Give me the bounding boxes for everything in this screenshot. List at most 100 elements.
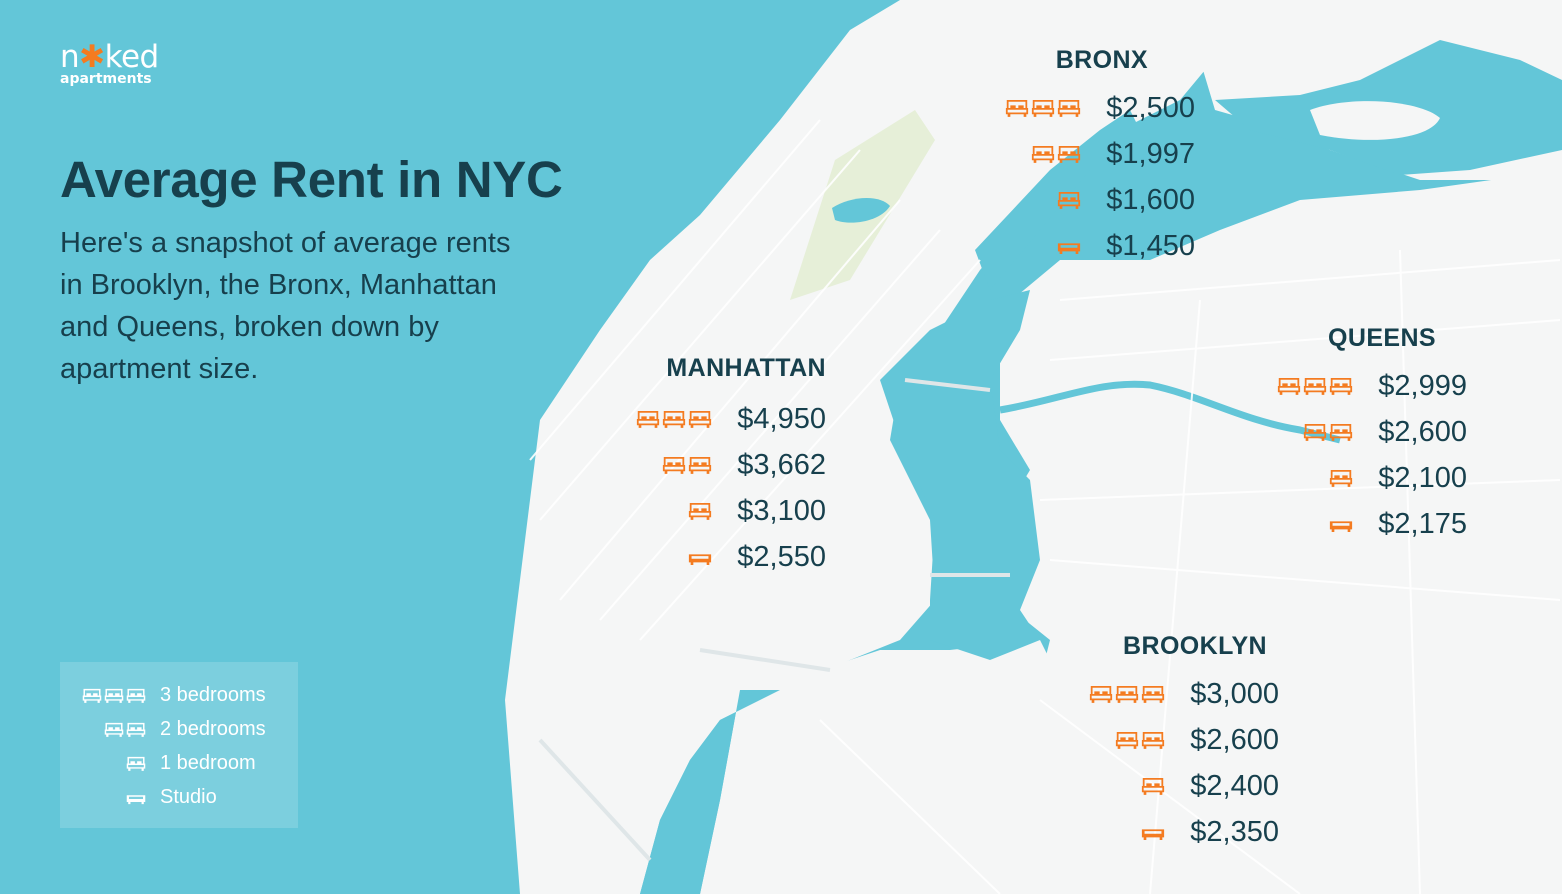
logo-subtitle: apartments [60, 71, 152, 87]
studio-icon [126, 794, 146, 804]
rent-price: $1,600 [1106, 184, 1195, 216]
logo-wordmark: n✱ked [60, 39, 159, 75]
borough-manhattan: MANHATTAN $4,950 $3,662 $3,100 $2,550 [596, 354, 826, 574]
rent-price: $2,550 [737, 541, 826, 573]
rent-price: $1,450 [1106, 230, 1195, 262]
rent-icon-group [634, 403, 712, 435]
rent-row: $2,600 [1049, 724, 1279, 756]
rent-icon-group [1139, 816, 1165, 848]
rent-icon-group [1113, 724, 1165, 756]
rent-row: $3,662 [596, 449, 826, 481]
rent-icon-group [1055, 184, 1081, 216]
bed-icon [1303, 378, 1327, 395]
logo-star-icon: ✱ [79, 39, 105, 75]
rent-price: $2,600 [1190, 724, 1279, 756]
rent-price: $4,950 [737, 403, 826, 435]
rent-price: $2,500 [1106, 92, 1195, 124]
bed-icon [688, 411, 712, 428]
rent-row: $2,400 [1049, 770, 1279, 802]
bed-icon [662, 457, 686, 474]
borough-brooklyn: BROOKLYN $3,000 $2,600 $2,400 $2,350 [1049, 632, 1279, 852]
naked-apartments-logo: n✱ked apartments [60, 42, 159, 87]
borough-name: MANHATTAN [666, 354, 826, 382]
rent-icon-group [1139, 770, 1165, 802]
rent-icon-group [1275, 370, 1353, 402]
rent-icon-group [1301, 416, 1353, 448]
bridges [538, 378, 1010, 862]
rent-row: $3,000 [1049, 678, 1279, 710]
bed-icon [126, 688, 146, 703]
rent-icon-group [660, 449, 712, 481]
bed-icon [1057, 146, 1081, 163]
rent-icon-group [1327, 462, 1353, 494]
studio-icon [688, 554, 712, 565]
rent-row: $2,600 [1237, 416, 1467, 448]
legend-item: 2 bedrooms [60, 717, 298, 741]
rent-price: $3,662 [737, 449, 826, 481]
bed-icon [1089, 686, 1113, 703]
legend-icon-group [124, 751, 146, 775]
rent-row: $4,950 [596, 403, 826, 435]
bed-icon [1141, 686, 1165, 703]
harlem-river [975, 110, 1140, 290]
bed-icon [1005, 100, 1029, 117]
bed-icon [1277, 378, 1301, 395]
bed-icon [1057, 192, 1081, 209]
bed-icon [1057, 100, 1081, 117]
rent-price: $2,400 [1190, 770, 1279, 802]
borough-queens: QUEENS $2,999 $2,600 $2,100 $2,175 [1237, 324, 1467, 544]
newtown-creek [999, 380, 1341, 444]
rent-price: $2,600 [1378, 416, 1467, 448]
rent-row: $2,550 [596, 541, 826, 573]
reservoir [832, 197, 890, 223]
rent-price: $2,999 [1378, 370, 1467, 402]
bed-icon [104, 722, 124, 737]
studio-icon [1329, 521, 1353, 532]
rent-row: $2,350 [1049, 816, 1279, 848]
rent-icon-group [1029, 138, 1081, 170]
rent-icon-group [1087, 678, 1165, 710]
rikers-island [1310, 101, 1440, 140]
bed-icon [1115, 732, 1139, 749]
bed-icon [1303, 424, 1327, 441]
bed-icon [126, 756, 146, 771]
rent-icon-group [686, 495, 712, 527]
bed-icon [126, 722, 146, 737]
legend-item: 1 bedroom [60, 751, 298, 775]
description: Here's a snapshot of average rents in Br… [60, 227, 511, 385]
bed-icon [688, 457, 712, 474]
rent-price: $2,175 [1378, 508, 1467, 540]
bed-icon [1329, 470, 1353, 487]
legend-item: 3 bedrooms [60, 683, 298, 707]
legend-label: 3 bedrooms [160, 684, 266, 706]
borough-name: QUEENS [1328, 324, 1436, 352]
borough-name: BROOKLYN [1123, 632, 1267, 660]
borough-bronx: BRONX $2,500 $1,997 $1,600 $1,450 [965, 46, 1195, 266]
rent-row: $1,450 [965, 230, 1195, 262]
legend-label: Studio [160, 786, 217, 808]
legend-icon-group [102, 717, 146, 741]
rent-row: $3,100 [596, 495, 826, 527]
rent-row: $2,100 [1237, 462, 1467, 494]
rent-price: $3,000 [1190, 678, 1279, 710]
legend-label: 2 bedrooms [160, 718, 266, 740]
bed-icon [1031, 146, 1055, 163]
bed-icon [688, 503, 712, 520]
bed-icon [1329, 378, 1353, 395]
bed-icon [82, 688, 102, 703]
legend-item: Studio [60, 785, 298, 809]
rent-row: $1,997 [965, 138, 1195, 170]
studio-icon [1141, 829, 1165, 840]
manhattan-land [505, 0, 1280, 894]
bed-icon [1329, 424, 1353, 441]
bed-icon [1115, 686, 1139, 703]
legend-icon-group [124, 785, 146, 809]
bed-icon [1141, 732, 1165, 749]
legend: 3 bedrooms 2 bedrooms 1 bedroom Studio [60, 662, 298, 828]
rent-icon-group [1327, 508, 1353, 540]
street-grid [529, 119, 1561, 894]
rent-row: $1,600 [965, 184, 1195, 216]
legend-label: 1 bedroom [160, 752, 256, 774]
